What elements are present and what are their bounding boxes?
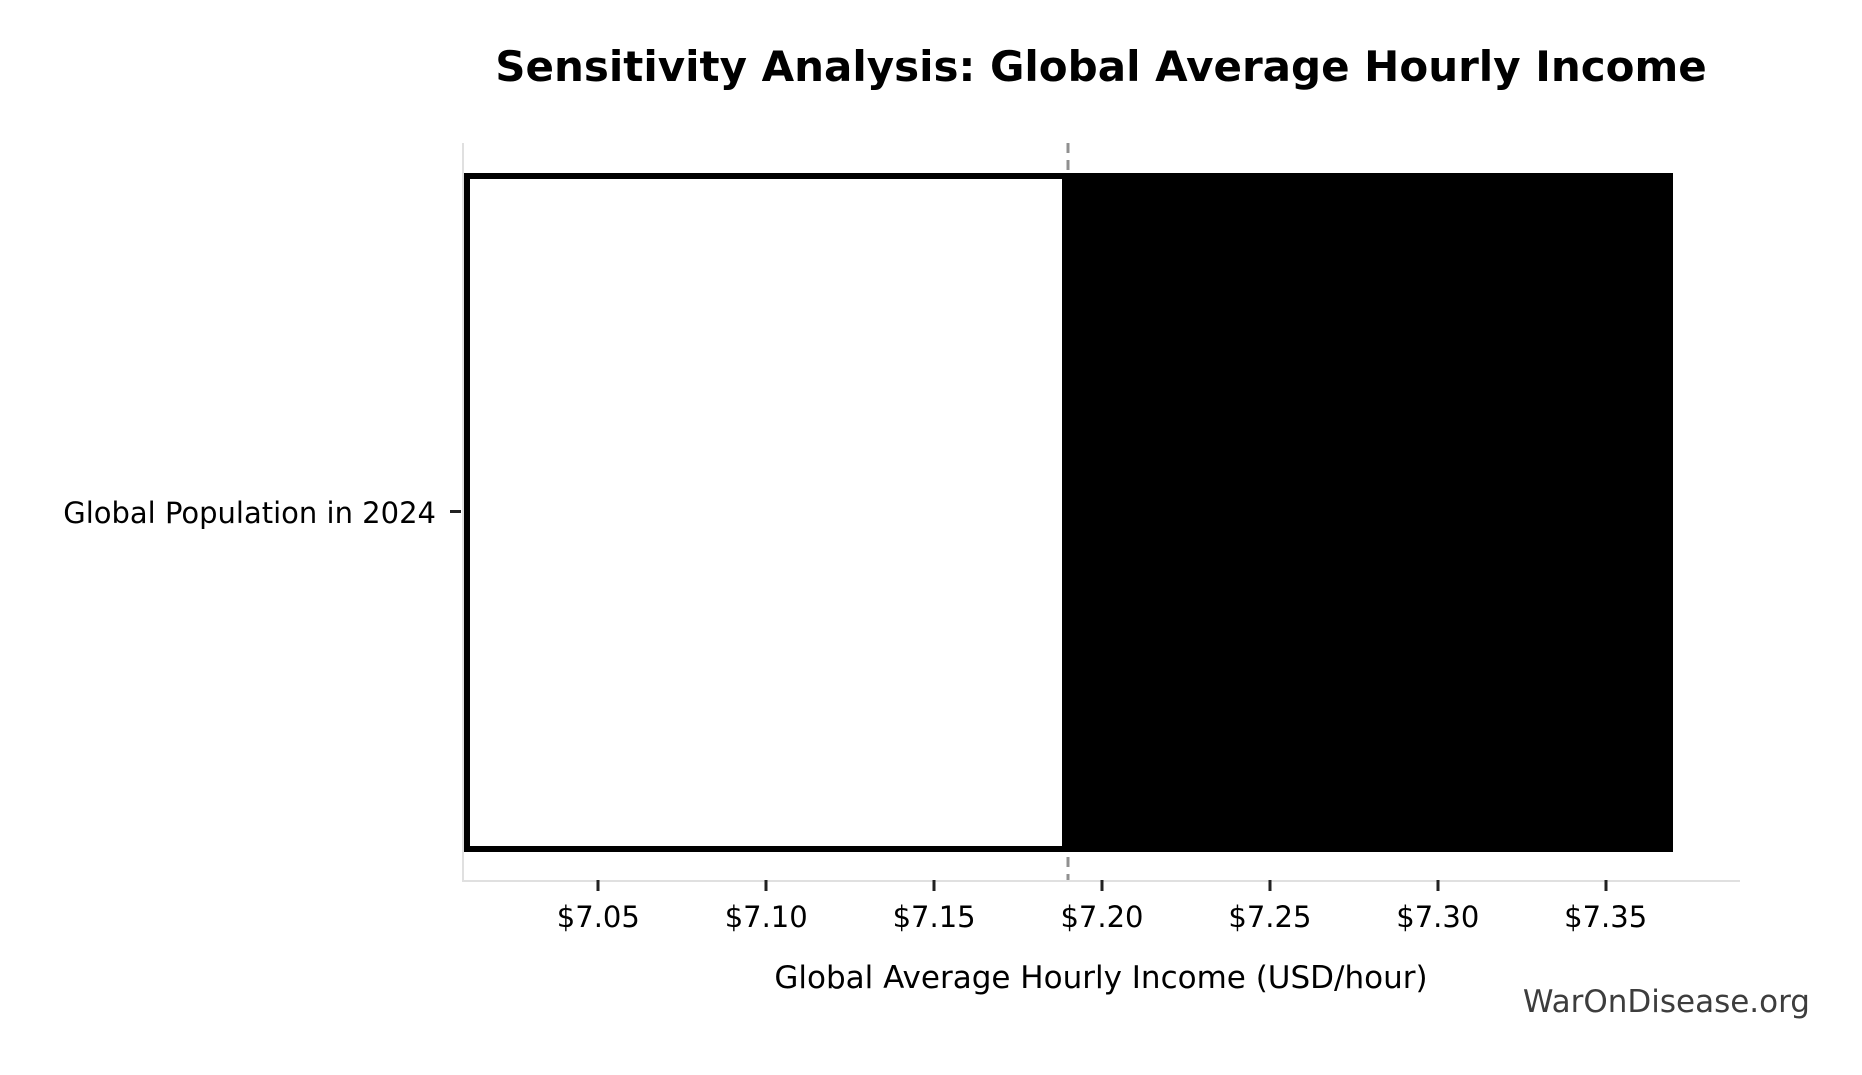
plot-area: $7.05 $7.10 $7.15 $7.20 $7.25 $7.30 $7.35 [462,143,1740,934]
x-tick-label: $7.25 [1228,900,1312,934]
x-tick-label: $7.35 [1564,900,1648,934]
y-tick-mark [450,510,461,513]
x-tick-mark [1436,880,1440,891]
x-axis-label: Global Average Hourly Income (USD/hour) [774,960,1428,996]
x-tick-mark [1604,880,1608,891]
x-tick-mark [596,880,600,891]
x-tick-label: $7.10 [724,900,808,934]
bar-high-segment [1068,172,1673,852]
chart-title: Sensitivity Analysis: Global Average Hou… [495,42,1707,91]
x-tick-mark [1268,880,1272,891]
x-tick-mark [932,880,936,891]
x-tick-mark [1100,880,1104,891]
bar-low-segment [464,172,1069,852]
x-tick-label: $7.05 [556,900,640,934]
x-tick-mark [764,880,768,891]
x-tick-label: $7.30 [1396,900,1480,934]
watermark: WarOnDisease.org [1522,984,1810,1020]
x-tick-label: $7.20 [1060,900,1144,934]
x-tick-label: $7.15 [892,900,976,934]
y-category-label: Global Population in 2024 [63,496,436,530]
